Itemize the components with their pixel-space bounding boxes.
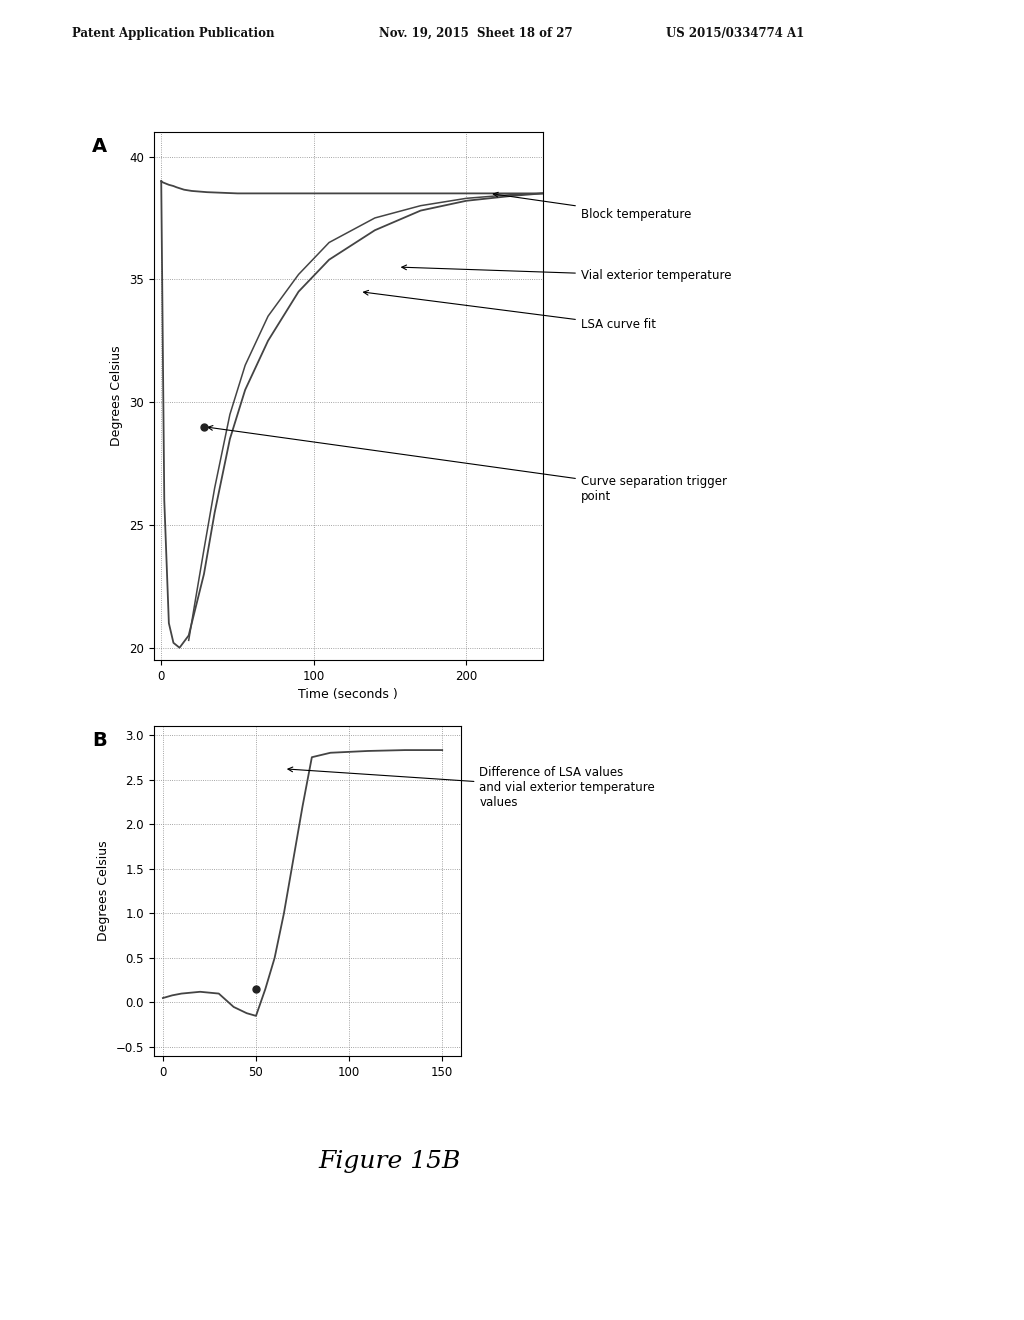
Text: Nov. 19, 2015  Sheet 18 of 27: Nov. 19, 2015 Sheet 18 of 27 xyxy=(379,26,572,40)
Text: LSA curve fit: LSA curve fit xyxy=(364,290,655,331)
Text: Difference of LSA values
and vial exterior temperature
values: Difference of LSA values and vial exteri… xyxy=(288,766,655,809)
Text: A: A xyxy=(92,137,108,156)
Text: Figure 15B: Figure 15B xyxy=(317,1150,461,1173)
Y-axis label: Degrees Celsius: Degrees Celsius xyxy=(97,841,110,941)
Text: Block temperature: Block temperature xyxy=(494,193,691,220)
Text: Vial exterior temperature: Vial exterior temperature xyxy=(401,265,731,282)
X-axis label: Time (seconds ): Time (seconds ) xyxy=(298,688,398,701)
Text: Curve separation trigger
point: Curve separation trigger point xyxy=(208,425,727,503)
Y-axis label: Degrees Celsius: Degrees Celsius xyxy=(111,346,124,446)
Text: Patent Application Publication: Patent Application Publication xyxy=(72,26,274,40)
Text: US 2015/0334774 A1: US 2015/0334774 A1 xyxy=(666,26,804,40)
Text: B: B xyxy=(92,731,106,750)
